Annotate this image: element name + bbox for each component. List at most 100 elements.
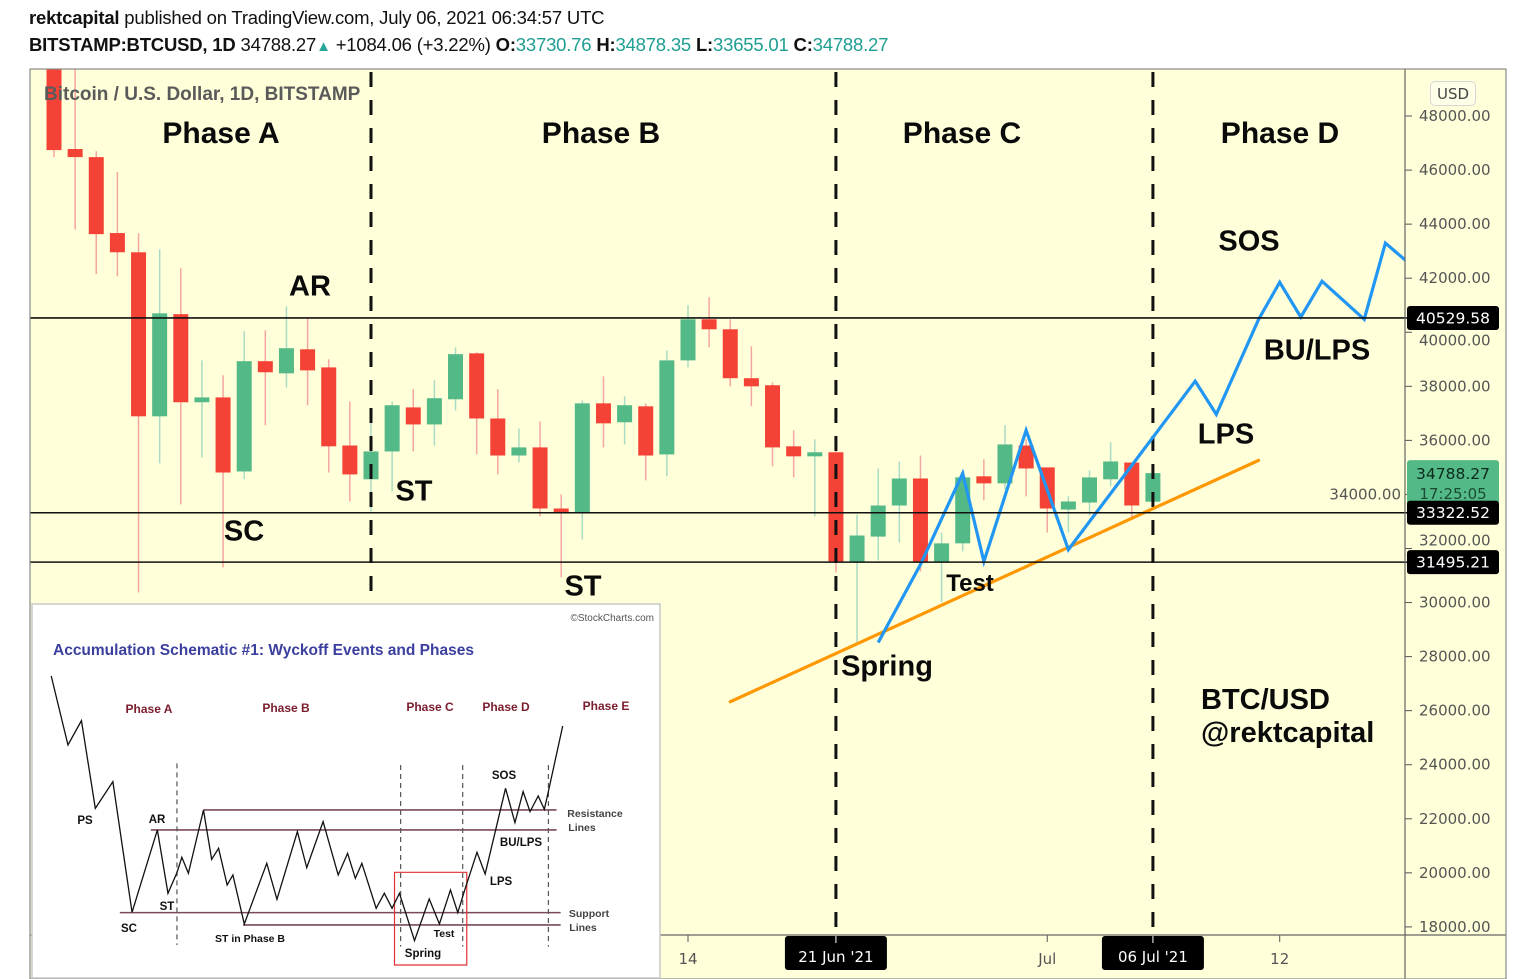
candle — [88, 151, 104, 275]
candle-body — [786, 446, 802, 457]
candle — [109, 171, 125, 277]
candle-body — [659, 360, 675, 455]
candle-body — [532, 447, 548, 509]
candle — [532, 421, 548, 517]
ar-label: AR — [289, 270, 331, 303]
close-value: 34788.27 — [812, 34, 889, 55]
candle — [215, 375, 231, 568]
last-price-label: 34788.27 — [1416, 465, 1490, 483]
candle — [786, 430, 802, 478]
candle — [849, 514, 865, 645]
high-label: H: — [596, 34, 616, 55]
candle — [680, 305, 696, 368]
inset-phase-b: Phase B — [262, 701, 310, 715]
candle — [743, 346, 759, 407]
inset-st-label: ST — [160, 901, 175, 913]
inset-phase-a: Phase A — [126, 702, 173, 716]
candle — [638, 403, 654, 481]
candle — [426, 380, 442, 446]
y-tick-label: 46000.00 — [1419, 161, 1491, 179]
candle — [1018, 439, 1034, 497]
st-label-2: ST — [564, 570, 602, 603]
x-tick-label: Jul — [1037, 950, 1056, 968]
candle-body — [236, 361, 252, 472]
last-price-tag — [1407, 460, 1499, 505]
date-crosshair-label: 21 Jun '21 — [798, 948, 873, 966]
inset-sos-label: SOS — [492, 770, 517, 782]
inset-st-phase-b-label: ST in Phase B — [215, 933, 285, 945]
y-tick-label: 36000.00 — [1419, 431, 1491, 449]
candle-body — [722, 329, 738, 379]
phase-a-label: Phase A — [162, 117, 280, 150]
candle — [976, 459, 992, 501]
candle-body — [152, 313, 168, 417]
price-level-tag-label: 40529.58 — [1416, 309, 1490, 327]
currency-button[interactable]: USD — [1430, 81, 1476, 106]
inset-resistance-lines-label: Lines — [568, 822, 596, 834]
high-value: 34878.35 — [615, 34, 691, 55]
inset-phase-c: Phase C — [406, 700, 454, 714]
candle-body — [617, 405, 633, 423]
open-label: O: — [495, 34, 516, 55]
close-value-label: C: — [793, 34, 813, 55]
candle-body — [278, 348, 294, 374]
y-tick-label: 40000.00 — [1419, 331, 1491, 349]
author-name[interactable]: rektcapital — [29, 7, 120, 28]
candle — [131, 233, 147, 593]
candle — [490, 389, 506, 475]
candle — [257, 330, 273, 426]
y-tick-label: 48000.00 — [1419, 107, 1491, 125]
candle — [659, 350, 675, 477]
candle — [553, 494, 569, 578]
candle — [997, 425, 1013, 490]
candle — [765, 382, 781, 467]
candle-body — [870, 505, 886, 537]
candle — [278, 306, 294, 388]
candle-body — [912, 478, 928, 563]
y-tick-label: 22000.00 — [1419, 810, 1491, 828]
candle — [448, 347, 464, 411]
y-tick-label: 44000.00 — [1419, 215, 1491, 233]
candle — [384, 401, 400, 492]
candle-body — [300, 349, 316, 371]
inset-spring-box — [395, 872, 467, 965]
sc-label: SC — [223, 515, 265, 548]
candle — [469, 352, 485, 455]
candle-body — [765, 385, 781, 448]
candle-body — [46, 69, 62, 151]
st-label: ST — [395, 475, 433, 508]
candle — [511, 428, 527, 463]
candle — [194, 360, 210, 458]
candle-body — [1103, 461, 1119, 480]
publish-text: published on TradingView.com, July 06, 2… — [119, 7, 605, 28]
inset-ar-label: AR — [149, 814, 166, 826]
inset-phase-e: Phase E — [583, 699, 630, 713]
candle-body — [701, 319, 717, 330]
inset-phase-d: Phase D — [482, 700, 530, 714]
candle — [701, 297, 717, 348]
countdown-label: 17:25:05 — [1419, 485, 1486, 503]
candle-body — [1145, 473, 1161, 502]
last-price: 34788.27 — [240, 34, 317, 55]
price-level-tag-label: 33322.52 — [1416, 504, 1490, 522]
candle-body — [67, 149, 83, 158]
inset-resistance-label: Resistance — [567, 808, 623, 820]
watermark-pair: BTC/USD — [1201, 684, 1330, 716]
candle-body — [934, 543, 950, 563]
y-tick-label: 34000.00 — [1329, 485, 1401, 503]
inset-bu-lps-label: BU/LPS — [500, 837, 543, 849]
candle — [46, 69, 62, 158]
candle-body — [849, 535, 865, 563]
price-level-tag — [1407, 305, 1499, 330]
candle — [891, 461, 907, 543]
y-tick-label: 28000.00 — [1419, 648, 1491, 666]
candle-body — [384, 405, 400, 452]
candle — [934, 532, 950, 603]
watermark: BTC/USD @rektcapital — [1201, 684, 1374, 750]
inset-title: Accumulation Schematic #1: Wyckoff Event… — [53, 642, 474, 659]
candle-body — [553, 508, 569, 514]
inset-frame — [31, 603, 661, 979]
candle — [342, 401, 358, 502]
symbol-info: BITSTAMP:BTCUSD, 1D 34788.27▲ +1084.06 (… — [29, 34, 888, 56]
candle-body — [448, 354, 464, 400]
